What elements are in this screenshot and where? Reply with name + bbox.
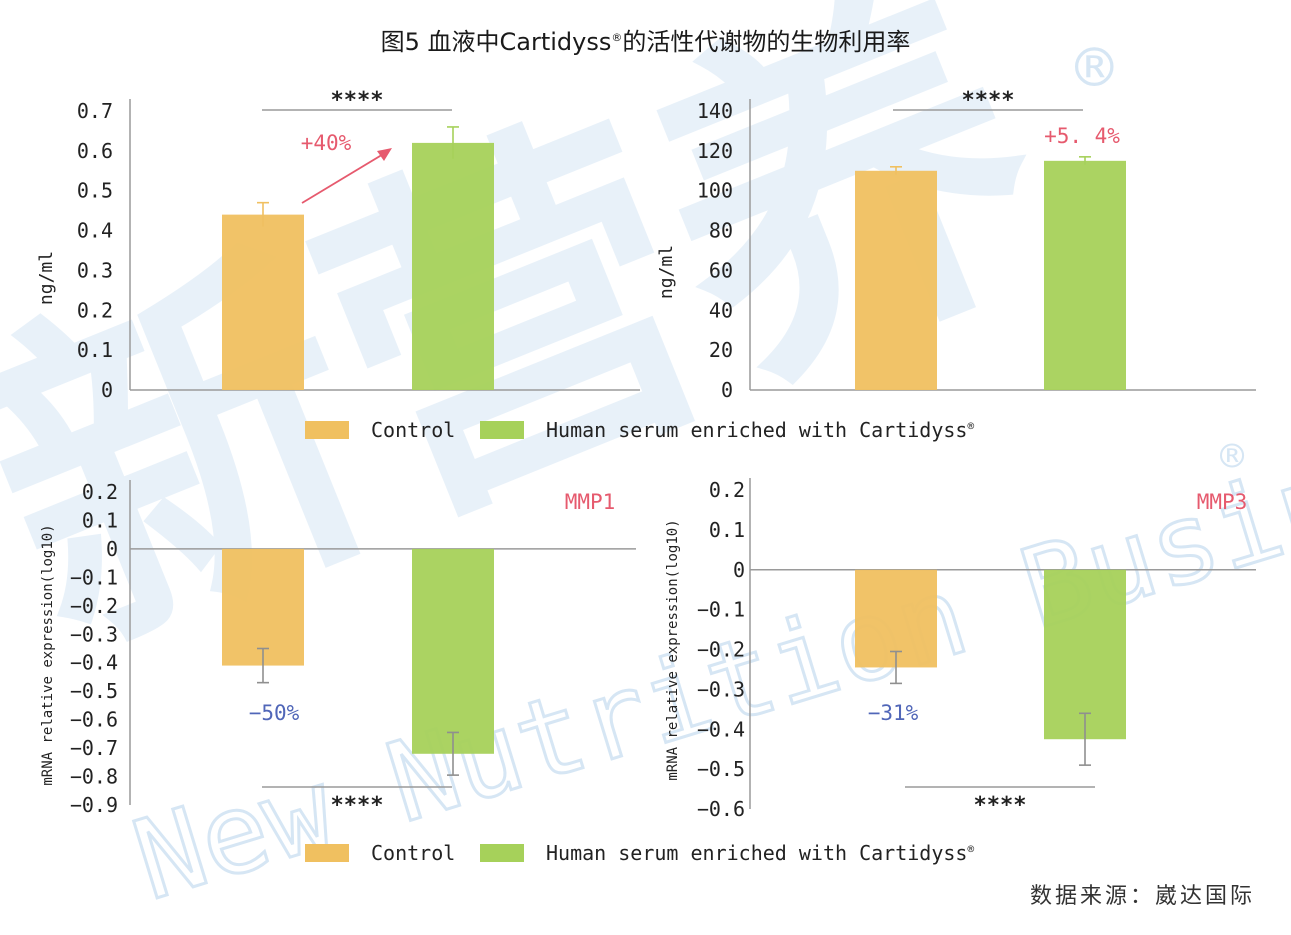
chart4-tick-label: −0.1 [697, 598, 745, 622]
chart3-marker-label: MMP1 [565, 490, 616, 514]
chart3-tick-label: −0.8 [70, 765, 118, 789]
chart1-tick-label: 0.2 [77, 298, 113, 322]
legend-swatch-enriched [480, 421, 524, 439]
chart1-tick-label: 0.1 [77, 338, 113, 362]
legend-item-enriched: Human serum enriched with Cartidyss® [480, 415, 974, 445]
chart3-tick-label: −0.9 [70, 793, 118, 817]
chart3-tick-label: −0.3 [70, 622, 118, 646]
chart3-tick-label: −0.5 [70, 679, 118, 703]
chart2-tick-label: 60 [709, 258, 733, 282]
chart2-significance-label: **** [962, 88, 1015, 113]
legend-item-control-2: Control [305, 838, 455, 868]
title-suffix: 的活性代谢物的生物利用率 [622, 28, 911, 56]
chart2-tick-label: 140 [697, 99, 733, 123]
chart2-tick-label: 20 [709, 338, 733, 362]
chart2-tick-label: 120 [697, 139, 733, 163]
legend-swatch-control-2 [305, 844, 349, 862]
chart1-tick-label: 0.3 [77, 258, 113, 282]
chart2-tick-label: 40 [709, 298, 733, 322]
chart1-y-label: ng/ml [36, 251, 57, 305]
title-reg: ® [611, 31, 623, 44]
chart1-bar-enriched [412, 142, 494, 390]
chart3-tick-label: −0.4 [70, 651, 118, 675]
chart4-significance-label: **** [974, 793, 1027, 818]
chart2-annotation: +5. 4% [1044, 124, 1120, 148]
chart4-tick-label: 0.2 [709, 478, 745, 502]
legend-swatch-enriched-2 [480, 844, 524, 862]
chart1-tick-label: 0.6 [77, 139, 113, 163]
chart4-tick-label: −0.4 [697, 717, 745, 741]
chart3-tick-label: −0.1 [70, 565, 118, 589]
legend-label-control-2: Control [371, 841, 456, 865]
chart3-tick-label: −0.7 [70, 736, 118, 760]
chart1-arrow-line [301, 152, 386, 204]
legend-item-enriched-2: Human serum enriched with Cartidyss® [480, 838, 974, 868]
chart-title: 图5 血液中Cartidyss®的活性代谢物的生物利用率 [0, 22, 1291, 57]
title-main: 图5 血液中Cartidyss [380, 28, 612, 56]
chart3-tick-label: −0.2 [70, 594, 118, 618]
legend-item-control: Control [305, 415, 455, 445]
legend-label-control: Control [371, 418, 456, 442]
chart3-tick-label: 0 [106, 537, 118, 561]
chart3-tick-label: 0.2 [82, 480, 118, 504]
chart2-y-label: ng/ml [656, 245, 677, 299]
chart1-significance-label: **** [331, 88, 384, 113]
chart4-tick-label: −0.3 [697, 677, 745, 701]
chart4-tick-label: −0.6 [697, 797, 745, 821]
chart1-tick-label: 0.5 [77, 179, 113, 203]
chart3-significance-label: **** [331, 793, 384, 818]
chart3-tick-label: 0.1 [82, 508, 118, 532]
legend-bottom: Control Human serum enriched with Cartid… [0, 838, 1291, 868]
chart1-bar-control [222, 214, 304, 390]
legend-label-enriched-2: Human serum enriched with Cartidyss® [546, 841, 975, 865]
chart2-tick-label: 0 [721, 378, 733, 402]
chart4-marker-label: MMP3 [1197, 490, 1248, 514]
source-note: 数据来源：崴达国际 [1029, 884, 1255, 909]
chart4-tick-label: 0.1 [709, 518, 745, 542]
chart3-bar-control [222, 548, 304, 666]
legend-top: Control Human serum enriched with Cartid… [0, 415, 1291, 445]
chart4-tick-label: 0 [733, 558, 745, 582]
chart1-annotation: +40% [301, 131, 352, 155]
chart4-annotation: −31% [868, 701, 919, 725]
chart2-tick-label: 100 [697, 179, 733, 203]
chart3-y-label: mRNA relative expression(log10) [40, 524, 56, 785]
chart1-arrow-head [377, 148, 392, 161]
chart2-tick-label: 80 [709, 219, 733, 243]
chart1-tick-label: 0.7 [77, 99, 113, 123]
chart4-tick-label: −0.5 [697, 757, 745, 781]
chart1-tick-label: 0 [101, 378, 113, 402]
chart2-bar-enriched [1044, 160, 1126, 390]
chart4-bar-enriched [1044, 569, 1126, 740]
chart1-tick-label: 0.4 [77, 219, 113, 243]
chart2-bar-control [855, 170, 937, 390]
chart3-tick-label: −0.6 [70, 708, 118, 732]
chart3-bar-enriched [412, 548, 494, 754]
chart4-tick-label: −0.2 [697, 638, 745, 662]
chart4-y-label: mRNA relative expression(log10) [665, 519, 681, 780]
legend-swatch-control [305, 421, 349, 439]
legend-label-enriched: Human serum enriched with Cartidyss® [546, 418, 975, 442]
chart3-annotation: −50% [249, 701, 300, 725]
